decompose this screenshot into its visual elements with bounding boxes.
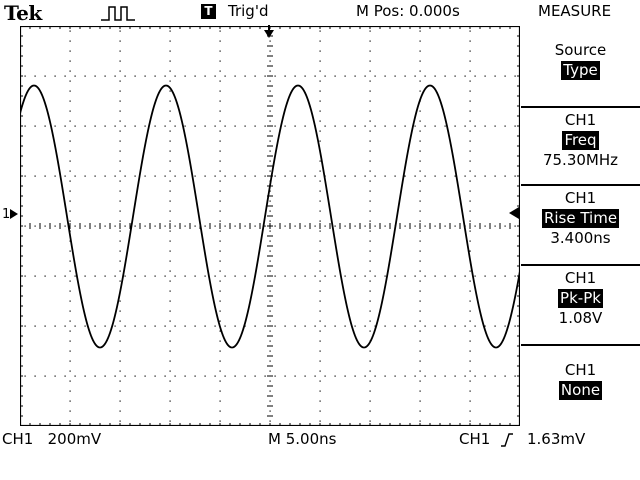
- measurement-channel: CH1: [564, 361, 597, 379]
- measurement-type: Rise Time: [541, 209, 620, 228]
- ch1-marker-label: 1: [2, 207, 11, 222]
- brand-logo: Tek: [4, 1, 42, 25]
- left-arrow-icon: [509, 207, 519, 219]
- measurement-channel: CH1: [564, 111, 597, 129]
- measurement-1-button[interactable]: CH1 Freq 75.30MHz: [521, 110, 640, 170]
- measurement-3-button[interactable]: CH1 Pk-Pk 1.08V: [521, 268, 640, 328]
- measurement-value: 3.400ns: [550, 229, 611, 247]
- ch1-scale-readout: CH1 200mV: [2, 430, 102, 448]
- measurement-4-button[interactable]: CH1 None: [521, 360, 640, 400]
- measurement-value: 75.30MHz: [542, 151, 619, 169]
- menu-divider: [521, 184, 640, 186]
- source-label: Source: [554, 41, 607, 59]
- down-arrow-icon: [264, 25, 274, 38]
- timebase-readout: M 5.00ns: [268, 430, 337, 448]
- measure-side-menu: Source Type CH1 Freq 75.30MHz CH1 Rise T…: [521, 26, 640, 426]
- measurement-channel: CH1: [564, 269, 597, 287]
- source-value: Type: [561, 61, 600, 80]
- ch1-ground-marker: 1: [2, 207, 19, 222]
- measurement-2-button[interactable]: CH1 Rise Time 3.400ns: [521, 188, 640, 248]
- rising-edge-icon: [501, 433, 513, 447]
- graticule: [20, 26, 520, 426]
- measurement-type: Pk-Pk: [558, 289, 603, 308]
- measurement-type: Freq: [562, 131, 599, 150]
- trigger-badge: T: [201, 4, 216, 19]
- measurement-type: None: [558, 381, 603, 400]
- measurement-value: 1.08V: [558, 309, 603, 327]
- menu-title: MEASURE: [538, 2, 612, 20]
- trigger-status: Trig'd: [228, 2, 269, 20]
- right-arrow-icon: [10, 209, 19, 219]
- waveform-display: [20, 26, 520, 426]
- trigger-level-readout: 1.63mV: [527, 430, 586, 448]
- menu-divider: [521, 106, 640, 108]
- measurement-channel: CH1: [564, 189, 597, 207]
- source-button[interactable]: Source Type: [521, 40, 640, 80]
- trigger-source-readout: CH1: [459, 430, 491, 448]
- menu-divider: [521, 264, 640, 266]
- menu-divider: [521, 344, 640, 346]
- square-pulse-icon: [101, 6, 135, 21]
- ch1-waveform-trace: [20, 84, 520, 349]
- horizontal-position-readout: M Pos: 0.000s: [356, 2, 460, 20]
